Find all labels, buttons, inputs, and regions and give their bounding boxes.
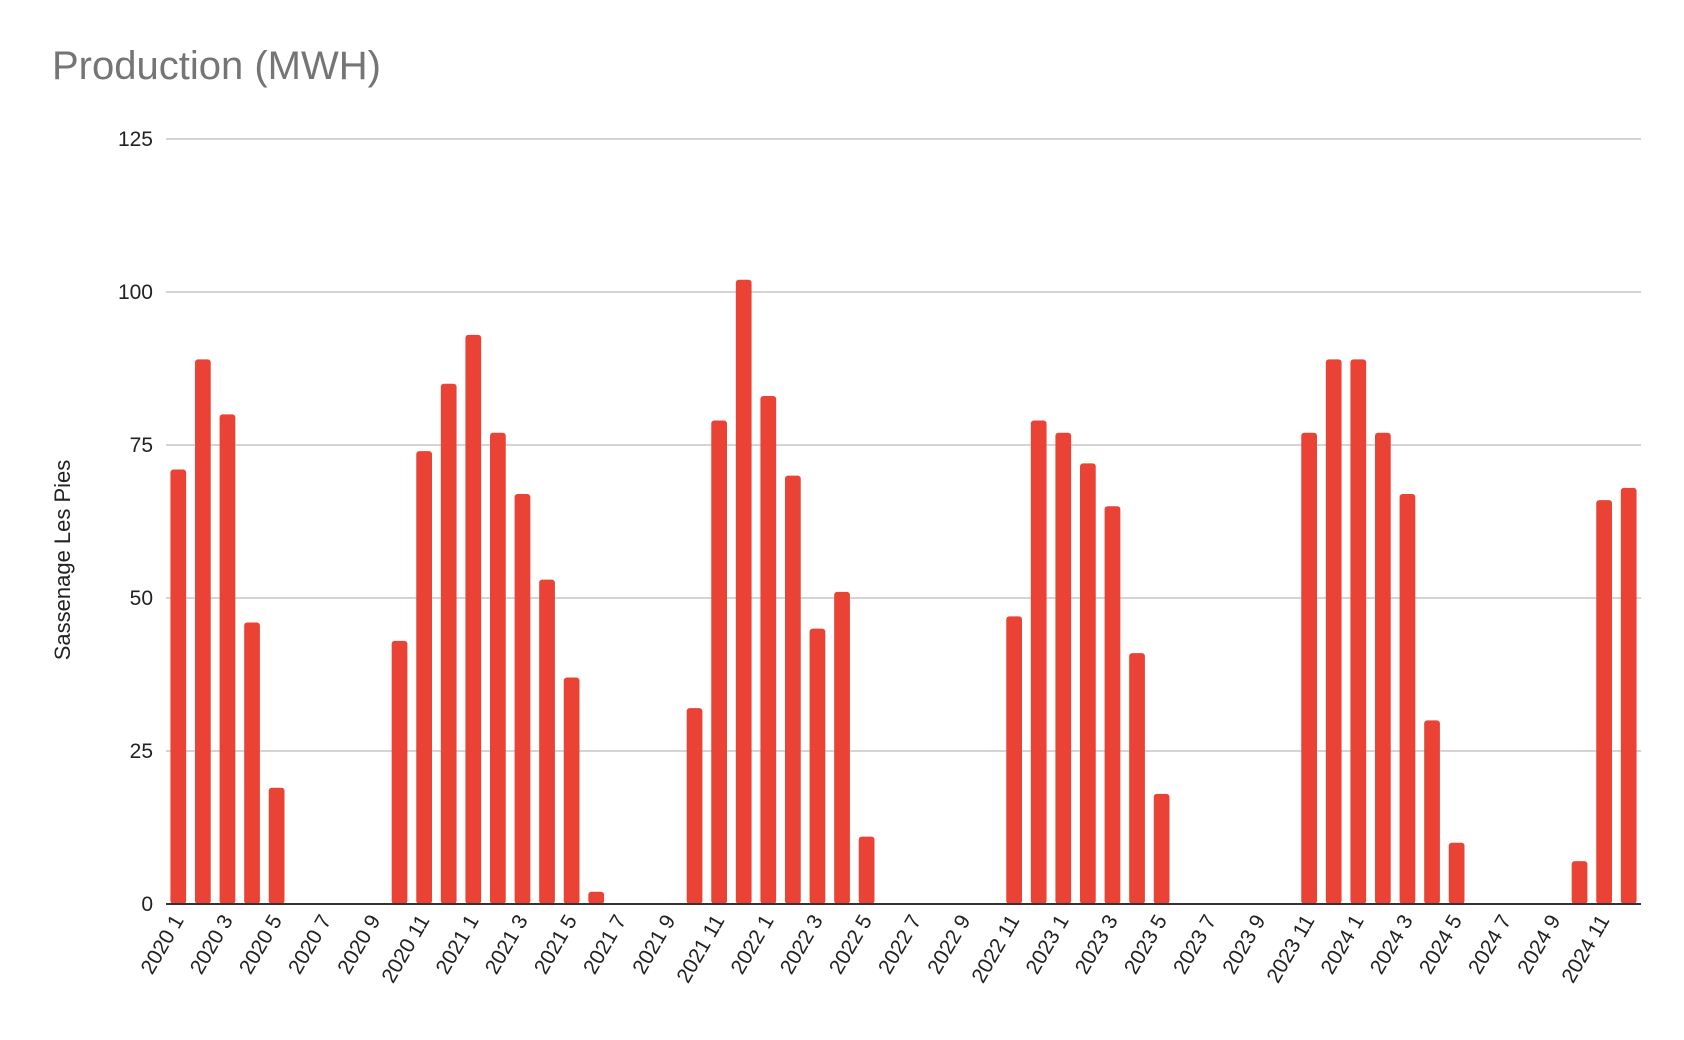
bar — [1571, 861, 1588, 904]
x-tick-label: 2021 9 — [628, 911, 680, 978]
bar — [809, 628, 826, 904]
y-tick-labels: 0 25 50 75 100 125 — [118, 128, 153, 916]
x-tick-label: 2020 7 — [284, 911, 336, 978]
bar — [440, 383, 457, 904]
y-axis-title: Sassenage Les Pies — [50, 460, 75, 661]
bar — [1399, 493, 1416, 904]
bar — [711, 420, 727, 904]
y-tick-label: 25 — [130, 740, 153, 763]
x-tick-label: 2024 7 — [1464, 911, 1516, 978]
bar — [588, 891, 605, 904]
bar — [1596, 500, 1612, 904]
bar — [514, 493, 531, 904]
x-tick-label: 2023 9 — [1218, 911, 1270, 978]
y-tick-label: 0 — [141, 893, 153, 916]
x-tick-label: 2024 11 — [1557, 911, 1614, 987]
x-tick-label: 2021 1 — [432, 911, 484, 978]
grid-lines — [166, 138, 1641, 752]
x-tick-label: 2023 7 — [1169, 911, 1221, 978]
x-tick-label: 2023 11 — [1262, 911, 1319, 987]
x-tick-label: 2024 5 — [1415, 911, 1467, 978]
x-tick-label: 2020 1 — [137, 911, 189, 978]
x-tick-label: 2022 9 — [923, 911, 975, 978]
bar — [1104, 506, 1121, 904]
bar — [539, 579, 555, 904]
bar — [858, 836, 875, 904]
x-tick-label: 2022 7 — [874, 911, 926, 978]
bar — [1030, 420, 1047, 904]
x-tick-label: 2023 5 — [1120, 911, 1172, 978]
bar — [195, 359, 211, 904]
x-tick-label: 2021 5 — [530, 911, 582, 978]
bar — [1375, 432, 1391, 904]
bar — [170, 469, 187, 904]
bar — [1325, 359, 1342, 904]
bar — [1055, 432, 1072, 904]
bar — [1129, 653, 1145, 904]
bar — [686, 708, 703, 904]
x-tick-label: 2024 3 — [1366, 911, 1418, 978]
bars — [170, 279, 1637, 905]
chart-title: Production (MWH) — [52, 44, 381, 88]
x-tick-label: 2022 5 — [825, 911, 877, 978]
bar — [391, 640, 408, 904]
bar — [416, 451, 432, 904]
bar — [1448, 842, 1465, 904]
bar — [834, 591, 850, 904]
bar — [1006, 616, 1022, 904]
x-tick-label: 2022 11 — [967, 911, 1024, 987]
x-tick-label: 2024 9 — [1513, 911, 1565, 978]
x-tick-label: 2022 1 — [727, 911, 779, 978]
bar — [1620, 487, 1637, 904]
bar — [1153, 793, 1170, 904]
bar — [1080, 463, 1096, 904]
x-tick-label: 2021 7 — [579, 911, 631, 978]
y-tick-label: 75 — [130, 434, 153, 457]
bar — [490, 432, 506, 904]
x-tick-label: 2020 9 — [333, 911, 385, 978]
x-tick-label: 2023 3 — [1071, 911, 1123, 978]
bar — [219, 414, 236, 904]
bar — [785, 475, 801, 904]
bar — [268, 787, 285, 904]
x-tick-label: 2020 5 — [235, 911, 287, 978]
x-tick-label: 2021 11 — [672, 911, 729, 987]
x-tick-label: 2020 11 — [377, 911, 434, 987]
bar — [760, 396, 777, 904]
x-tick-label: 2022 3 — [776, 911, 828, 978]
bar — [244, 622, 260, 904]
bar — [1301, 432, 1317, 904]
bar — [465, 334, 482, 905]
bar — [1424, 720, 1440, 904]
x-tick-label: 2020 3 — [186, 911, 238, 978]
x-tick-label: 2023 1 — [1022, 911, 1074, 978]
bar — [735, 279, 752, 904]
bar — [563, 677, 580, 904]
y-tick-label: 100 — [118, 281, 153, 304]
bar — [1350, 359, 1367, 904]
y-tick-label: 50 — [130, 587, 153, 610]
x-tick-label: 2024 1 — [1317, 911, 1369, 978]
y-tick-label: 125 — [118, 128, 153, 151]
x-tick-label: 2021 3 — [481, 911, 533, 978]
